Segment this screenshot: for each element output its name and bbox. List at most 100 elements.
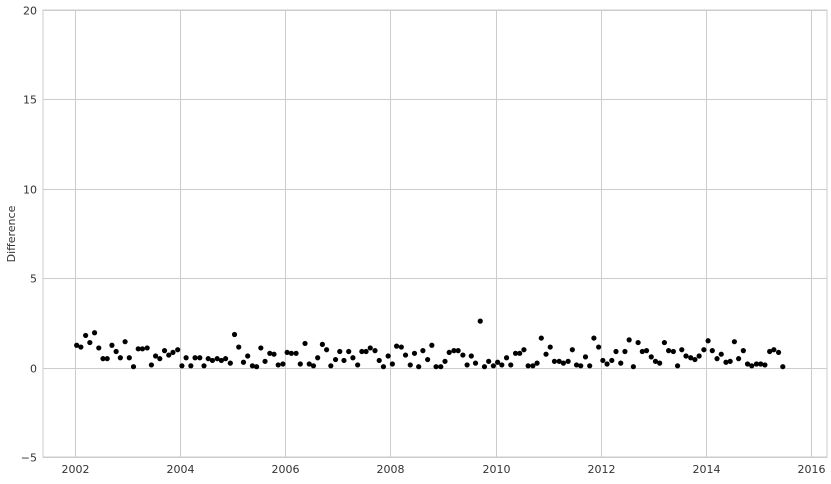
x-tick-label: 2008	[377, 463, 405, 476]
data-point	[245, 353, 251, 359]
x-tick-label: 2014	[693, 463, 721, 476]
data-point	[367, 345, 373, 351]
data-point	[780, 364, 786, 370]
data-point	[139, 346, 146, 352]
data-point	[582, 354, 589, 360]
data-point	[622, 348, 628, 355]
data-point	[618, 360, 624, 366]
data-point	[591, 335, 597, 341]
data-point	[376, 357, 382, 364]
data-point	[451, 348, 457, 354]
data-point	[389, 361, 395, 367]
x-gridlines	[75, 10, 812, 457]
data-point	[565, 358, 571, 364]
y-axis-label: Difference	[5, 205, 18, 262]
data-point	[126, 355, 132, 361]
data-point	[630, 364, 636, 370]
data-point	[683, 353, 689, 359]
data-point	[477, 318, 483, 324]
data-point	[762, 362, 768, 368]
data-point	[341, 357, 347, 364]
data-point	[398, 344, 404, 350]
data-point	[170, 349, 176, 356]
data-point	[227, 360, 233, 366]
data-point	[148, 362, 154, 368]
data-point	[109, 342, 115, 348]
data-point	[709, 348, 715, 354]
data-point	[460, 352, 466, 358]
data-point	[218, 357, 224, 364]
data-point	[442, 358, 448, 364]
data-point	[166, 352, 172, 358]
data-point	[74, 342, 80, 348]
data-point	[175, 347, 181, 353]
data-point	[635, 339, 641, 346]
data-point	[183, 355, 189, 361]
data-point	[749, 363, 755, 369]
data-point	[727, 358, 733, 364]
data-point	[573, 362, 580, 368]
data-point	[767, 348, 773, 355]
data-point	[319, 341, 325, 347]
x-tick-label: 2016	[798, 463, 826, 476]
data-point	[517, 350, 523, 356]
y-tick-label: 10	[23, 184, 37, 197]
data-point	[135, 346, 141, 352]
data-point	[534, 360, 540, 366]
data-point	[455, 348, 461, 354]
x-tick-label: 2010	[483, 463, 511, 476]
data-point	[639, 348, 645, 355]
data-point	[578, 363, 584, 369]
data-point	[543, 351, 549, 357]
data-point	[310, 363, 317, 369]
data-point	[643, 348, 650, 354]
data-point	[587, 363, 593, 369]
data-point	[297, 361, 303, 367]
data-point	[284, 349, 290, 356]
data-point	[372, 348, 378, 354]
data-point	[315, 355, 321, 361]
data-point	[393, 343, 400, 349]
data-point	[679, 347, 685, 353]
data-point	[293, 350, 299, 356]
plot-border	[42, 9, 828, 458]
data-point	[731, 339, 737, 345]
data-point	[249, 363, 256, 369]
plot-area	[42, 9, 828, 458]
data-point	[280, 361, 286, 367]
data-point	[350, 355, 356, 361]
data-point	[359, 348, 365, 355]
data-point	[701, 347, 707, 353]
data-point	[525, 363, 531, 369]
data-point	[657, 360, 663, 366]
data-point	[179, 363, 185, 369]
data-point	[254, 364, 260, 370]
y-tick-label: 20	[23, 5, 37, 18]
data-point	[411, 350, 418, 356]
data-point	[604, 361, 610, 367]
data-point	[740, 348, 746, 354]
data-point	[512, 350, 519, 356]
y-tick-label: 15	[23, 94, 37, 107]
data-point	[464, 362, 470, 368]
x-tick-label: 2006	[272, 463, 300, 476]
data-point	[275, 362, 281, 368]
data-point	[551, 358, 558, 364]
data-point	[736, 356, 742, 362]
data-point	[600, 357, 606, 364]
data-point	[201, 363, 207, 369]
data-point	[214, 356, 220, 362]
data-point	[666, 348, 672, 354]
data-point	[468, 353, 474, 359]
data-point	[626, 337, 632, 343]
data-point	[258, 345, 264, 351]
data-point	[609, 357, 615, 364]
y-tick-label: 5	[30, 273, 37, 286]
data-point	[490, 363, 497, 369]
x-tick-label: 2012	[588, 463, 616, 476]
data-point	[363, 348, 369, 355]
data-point	[104, 356, 110, 362]
data-point	[380, 364, 387, 370]
data-point	[771, 347, 777, 353]
data-point	[521, 347, 527, 353]
